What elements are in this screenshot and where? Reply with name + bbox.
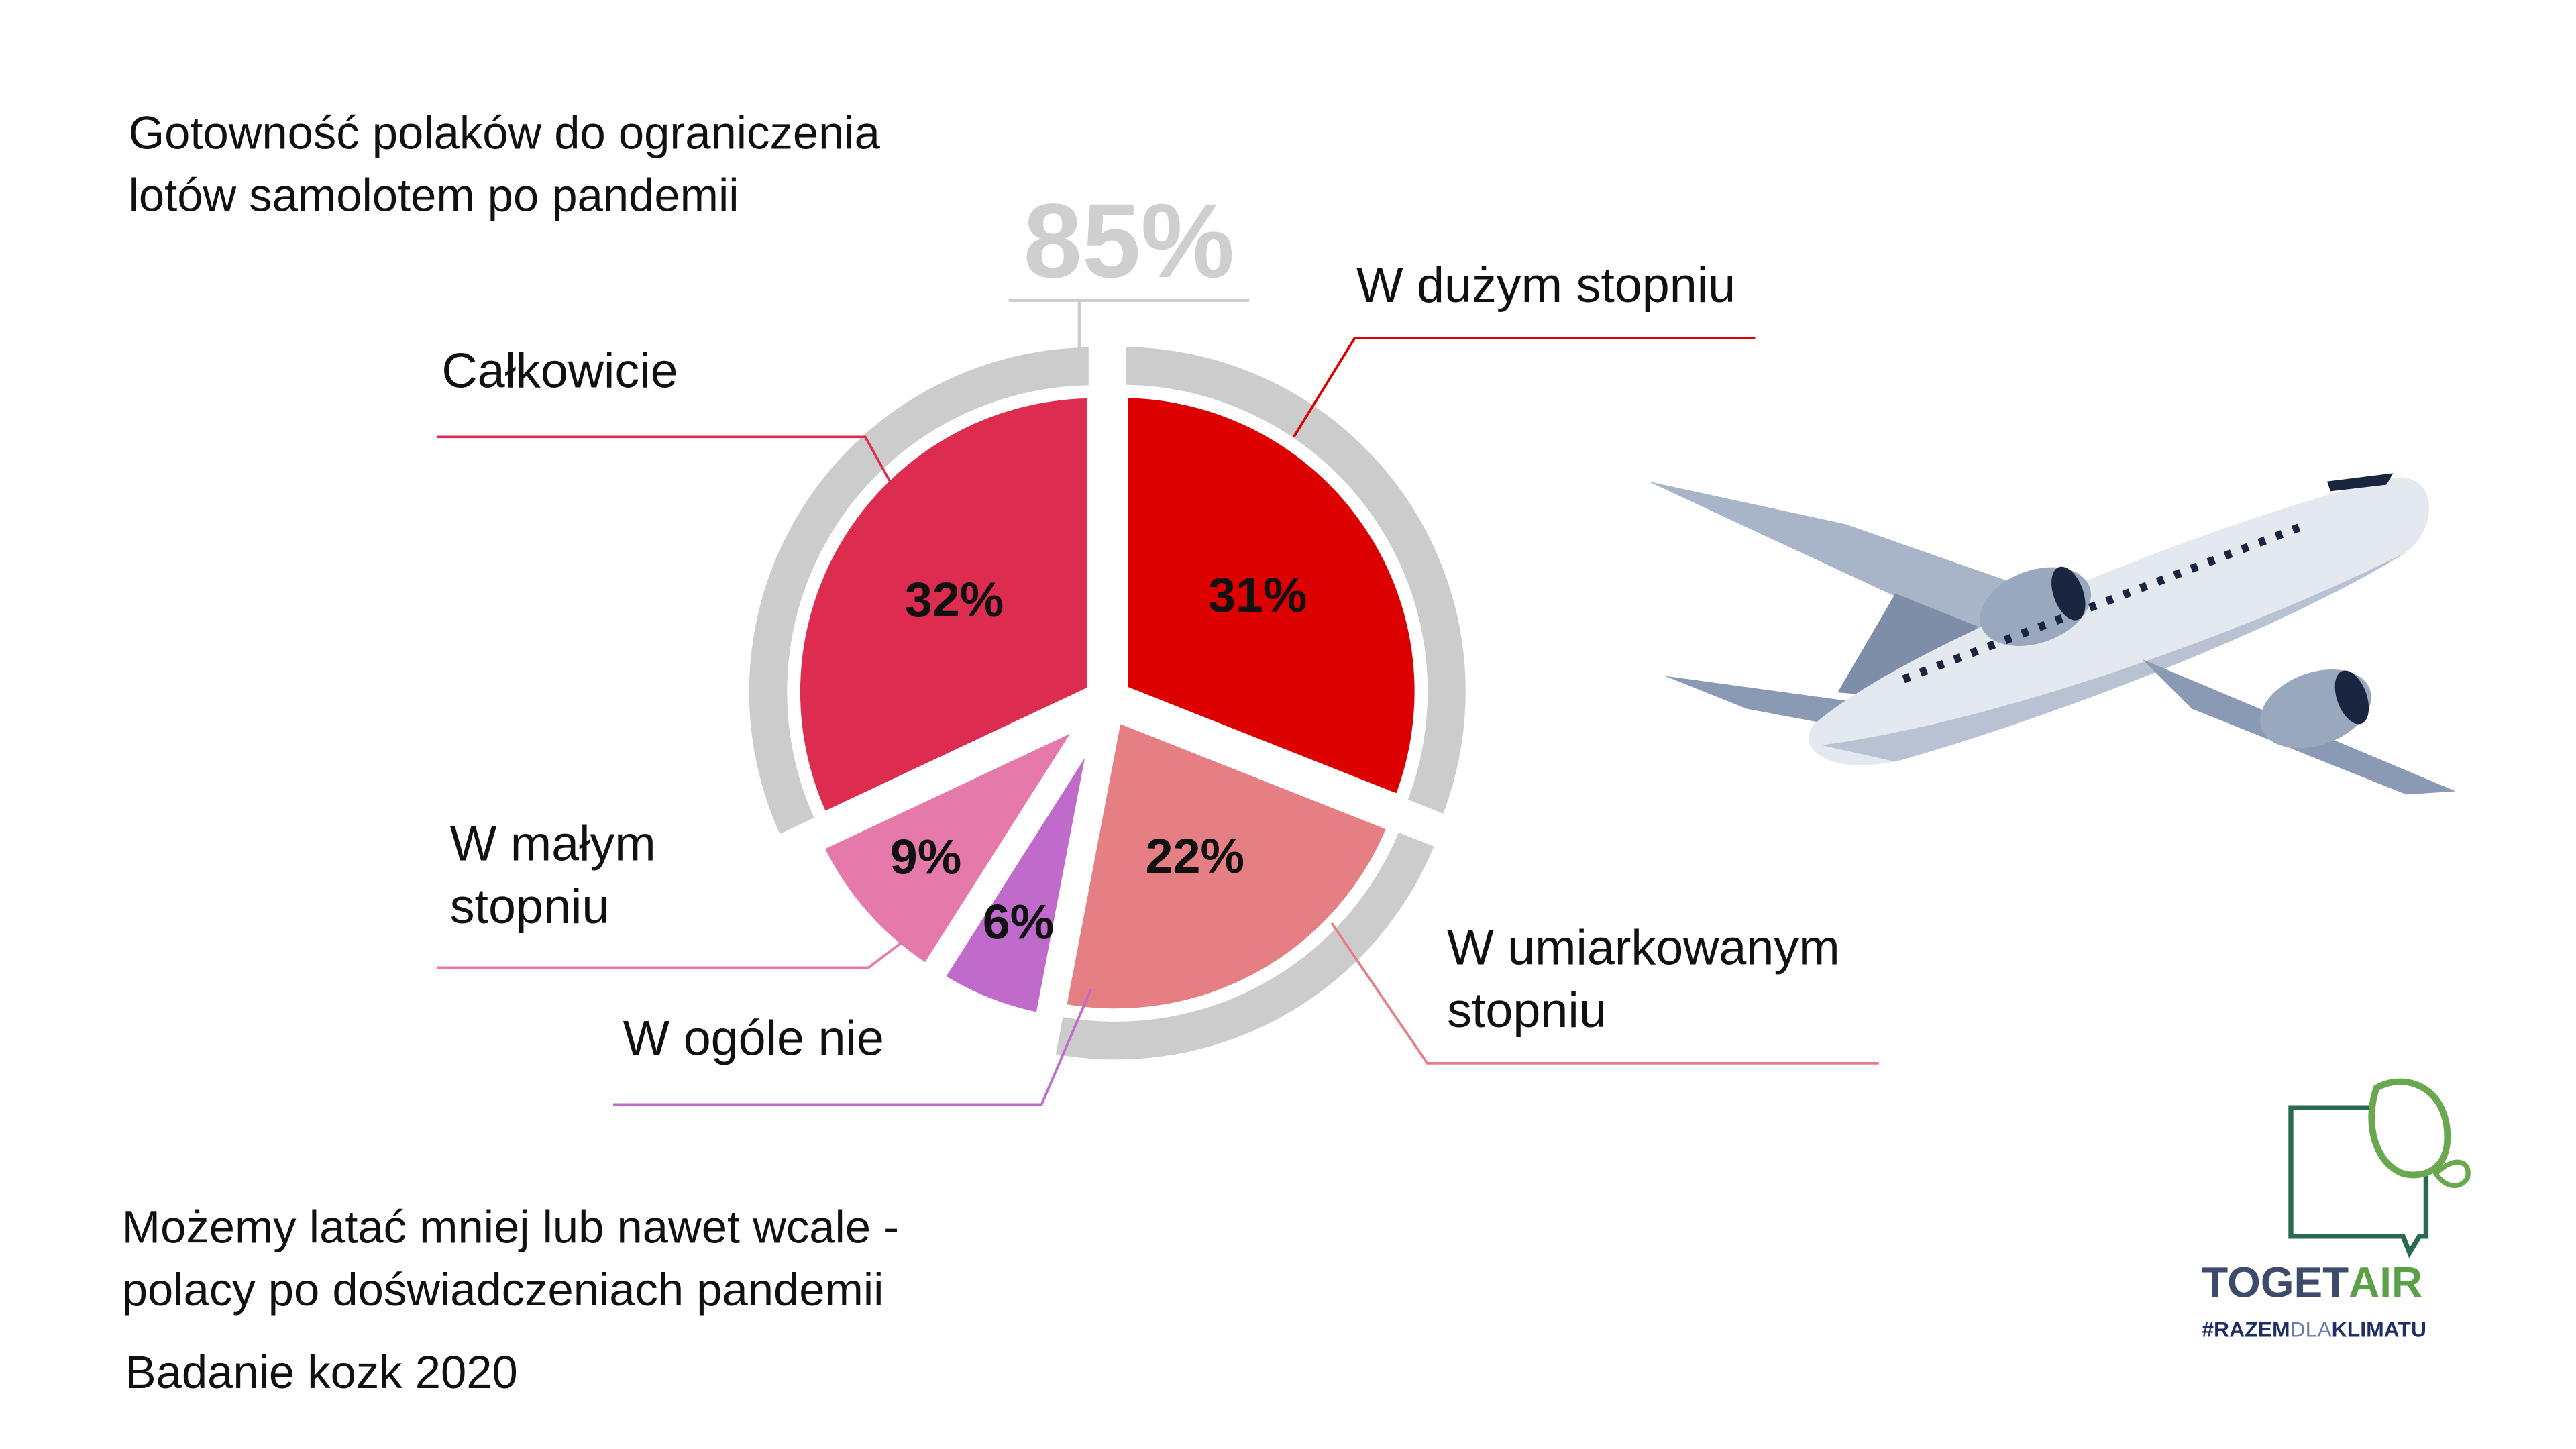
value-label: 32% (905, 572, 1004, 627)
category-label: W umiarkowanym stopniu (1447, 919, 1854, 1037)
category-label: W małym stopniu (450, 816, 669, 934)
logo (2288, 1078, 2471, 1258)
leader-line (437, 925, 924, 969)
value-label: 31% (1208, 567, 1307, 623)
category-label: Całkowicie (441, 343, 678, 398)
category-label: W ogóle nie (623, 1010, 884, 1066)
logo-word: TOGET (2202, 1258, 2349, 1307)
logo-tag: DLA (2290, 1318, 2332, 1342)
leader-line (437, 435, 892, 482)
value-label: 6% (983, 894, 1055, 950)
logo-tag: #RAZEM (2202, 1318, 2290, 1342)
pie-slice (787, 385, 1101, 828)
value-label: 9% (890, 829, 962, 885)
pie-slice (807, 702, 1106, 981)
logo-tagline: #RAZEMDLAKLIMATU (2202, 1318, 2426, 1342)
leader-line (1330, 922, 1879, 1065)
airplane (1648, 473, 2456, 795)
source: Badanie kozk 2020 (125, 1346, 518, 1398)
chart-title: Gotowność polaków do ograniczenia lotów … (129, 107, 893, 221)
logo-word: AIR (2349, 1258, 2422, 1307)
pie-slice (1114, 384, 1428, 810)
logo-name: TOGETAIR (2202, 1258, 2422, 1307)
pie (739, 337, 1476, 1070)
value-label: 22% (1146, 828, 1244, 883)
leader-line (612, 988, 1093, 1106)
pie-slice (928, 721, 1105, 1028)
leader-line (1293, 337, 1756, 438)
highlight-label: 85% (1024, 182, 1235, 300)
chart-subtitle: Możemy latać mniej lub nawet wcale - pol… (122, 1201, 912, 1316)
category-label: W dużym stopniu (1356, 257, 1735, 313)
pie-slice (1051, 706, 1403, 1022)
logo-tag: KLIMATU (2332, 1318, 2426, 1342)
